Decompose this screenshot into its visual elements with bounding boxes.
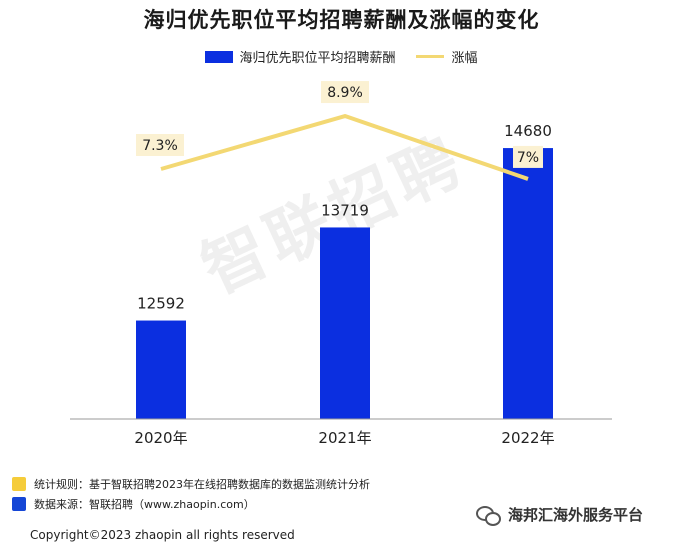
bar-label-1: 13719 [321, 201, 369, 219]
growth-label-1: 8.9% [327, 85, 363, 101]
growth-label-box-2 [513, 145, 543, 168]
legend: 海归优先职位平均招聘薪酬 涨幅 [0, 47, 683, 66]
growth-line [160, 114, 529, 181]
legend-item-growth: 涨幅 [415, 47, 478, 66]
note-rule-marker [12, 477, 26, 491]
bar-2 [503, 148, 553, 419]
legend-item-salary: 海归优先职位平均招聘薪酬 [205, 47, 396, 66]
growth-label-0: 7.3% [142, 138, 178, 154]
growth-label-box-0 [136, 134, 184, 156]
chart-title: 海归优先职位平均招聘薪酬及涨幅的变化 [143, 8, 540, 32]
growth-label-2: 7% [517, 150, 539, 166]
bar-label-0: 12592 [137, 295, 185, 313]
legend-label-salary: 海归优先职位平均招聘薪酬 [239, 51, 396, 66]
legend-swatch-bar [205, 50, 234, 63]
legend-label-growth: 涨幅 [451, 51, 478, 66]
note-source: 数据来源：智联招聘（www.zhaopin.com） [12, 494, 370, 514]
x-tick-label-1: 2021年 [318, 429, 371, 447]
bar-label-2: 14680 [504, 122, 552, 140]
copyright: Copyright©2023 zhaopin all rights reserv… [30, 528, 295, 542]
wechat-icon [476, 505, 502, 526]
brand: 海邦汇海外服务平台 [476, 504, 644, 526]
note-source-marker [12, 497, 26, 511]
x-tick-label-0: 2020年 [134, 429, 187, 447]
growth-label-box-1 [321, 81, 369, 104]
note-source-text: 数据来源：智联招聘（www.zhaopin.com） [34, 498, 255, 511]
bar-0 [136, 320, 186, 419]
note-rule-text: 统计规则：基于智联招聘2023年在线招聘数据库的数据监测统计分析 [34, 478, 370, 491]
bar-1 [320, 227, 370, 419]
x-tick-label-2: 2022年 [501, 429, 554, 447]
notes: 统计规则：基于智联招聘2023年在线招聘数据库的数据监测统计分析 数据来源：智联… [12, 474, 370, 514]
note-rule: 统计规则：基于智联招聘2023年在线招聘数据库的数据监测统计分析 [12, 474, 370, 494]
legend-swatch-line [415, 55, 444, 58]
brand-text: 海邦汇海外服务平台 [508, 506, 644, 524]
